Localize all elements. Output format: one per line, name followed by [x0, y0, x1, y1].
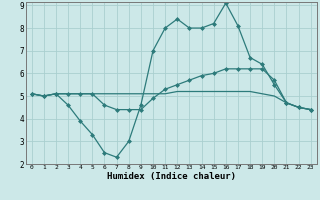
X-axis label: Humidex (Indice chaleur): Humidex (Indice chaleur) [107, 172, 236, 181]
